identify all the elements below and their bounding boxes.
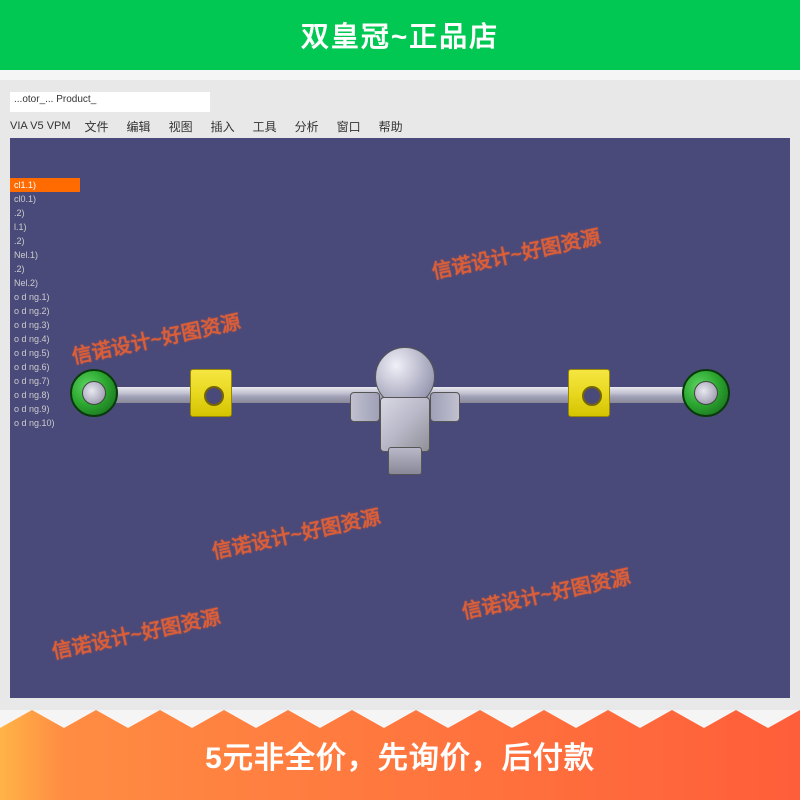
hub-inner-ring [82,381,106,405]
wheel-hub-left [70,369,118,417]
tree-item[interactable]: .2) [10,262,80,276]
bottom-banner-text: 5元非全价，先询价，后付款 [205,733,595,777]
tree-item[interactable]: l.1) [10,220,80,234]
tree-item[interactable]: .2) [10,206,80,220]
3d-viewport[interactable]: cl1.1)cl0.1).2)l.1).2)Nel.1).2)Nel.2)o d… [10,138,790,698]
mounting-bracket-left [190,369,232,417]
menu-file[interactable]: 文件 [85,118,109,135]
menu-help[interactable]: 帮助 [379,118,403,135]
tree-item[interactable]: Nel.1) [10,248,80,262]
mounting-bracket-right [568,369,610,417]
housing-connector-right [430,392,460,422]
menu-edit[interactable]: 编辑 [127,118,151,135]
tree-item[interactable]: cl0.1) [10,192,80,206]
wheel-hub-right [682,369,730,417]
tree-item[interactable]: Nel.2) [10,276,80,290]
housing-drain [388,447,422,475]
bottom-promo-banner: 5元非全价，先询价，后付款 [0,710,800,800]
menu-window[interactable]: 窗口 [337,118,361,135]
app-name-label: VIA V5 VPM [10,120,71,132]
watermark: 信诺设计~好图资源 [429,220,603,284]
differential-housing [350,347,460,447]
watermark: 信诺设计~好图资源 [459,560,633,624]
menu-insert[interactable]: 插入 [211,118,235,135]
tree-item[interactable]: .2) [10,234,80,248]
housing-connector-left [350,392,380,422]
top-promo-banner: 双皇冠~正品店 [0,0,800,70]
menu-analyze[interactable]: 分析 [295,118,319,135]
menu-tools[interactable]: 工具 [253,118,277,135]
window-title-bar: ...otor_... Product_ [10,92,210,112]
cad-screenshot-area: ...otor_... Product_ VIA V5 VPM 文件 编辑 视图… [0,80,800,710]
axle-assembly-model [50,317,750,497]
tree-item[interactable]: cl1.1) [10,178,80,192]
housing-body [380,397,430,452]
watermark: 信诺设计~好图资源 [209,500,383,564]
menu-view[interactable]: 视图 [169,118,193,135]
title-text: ...otor_... Product_ [14,94,96,105]
tree-item[interactable]: o d ng.1) [10,290,80,304]
menu-bar: VIA V5 VPM 文件 编辑 视图 插入 工具 分析 窗口 帮助 [10,115,790,137]
top-banner-text: 双皇冠~正品店 [301,15,499,55]
hub-inner-ring [694,381,718,405]
